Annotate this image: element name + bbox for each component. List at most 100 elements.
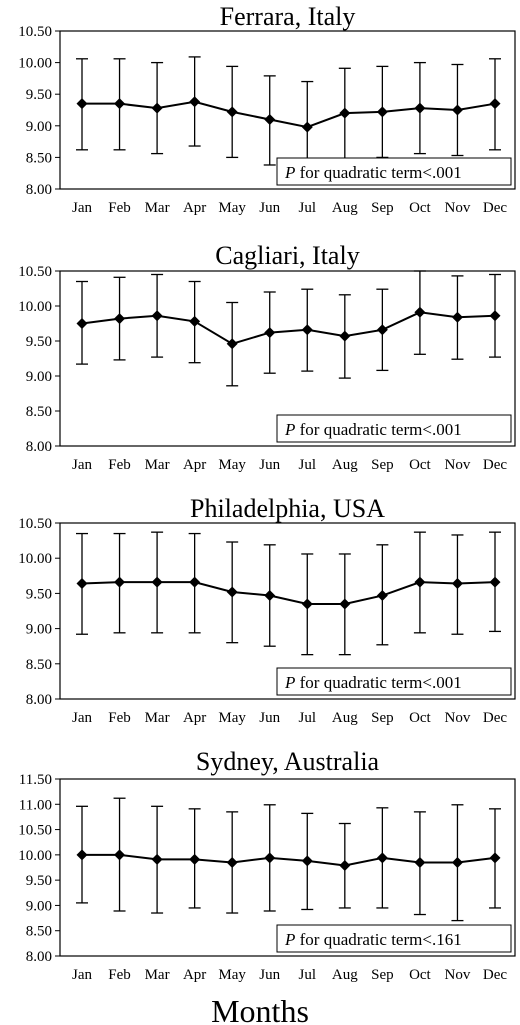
- data-point: [376, 324, 388, 336]
- x-tick-label: Oct: [409, 457, 431, 473]
- x-tick-label: Apr: [183, 457, 206, 473]
- plot-frame: [59, 30, 516, 190]
- y-tick-label: 10.50: [18, 516, 52, 532]
- x-tick-label: May: [218, 710, 246, 726]
- data-point: [489, 576, 501, 588]
- y-tick-label: 8.00: [26, 949, 52, 965]
- x-tick-label: Sep: [371, 710, 394, 726]
- series-line: [82, 853, 496, 867]
- x-tick-label: Feb: [108, 967, 131, 983]
- x-tick-label: Jul: [299, 710, 317, 726]
- data-point: [376, 590, 388, 602]
- data-point: [151, 576, 163, 588]
- chart-title: Sydney, Australia: [196, 747, 380, 776]
- data-point: [489, 852, 501, 864]
- plot-frame: [59, 522, 516, 700]
- x-tick-label: Feb: [108, 457, 131, 473]
- annotation-italic: P: [284, 420, 295, 439]
- x-tick-label: Aug: [332, 710, 358, 726]
- y-tick-label: 9.50: [26, 87, 52, 103]
- x-tick-label: Jul: [299, 200, 317, 216]
- data-point: [189, 96, 201, 108]
- data-point: [189, 576, 201, 588]
- y-tick-label: 10.00: [18, 848, 52, 864]
- data-point: [339, 107, 351, 119]
- y-tick-label: 11.50: [19, 772, 52, 788]
- x-tick-label: Aug: [332, 457, 358, 473]
- y-tick-label: 9.50: [26, 334, 52, 350]
- x-tick-label: Jun: [259, 457, 280, 473]
- y-tick-label: 11.00: [19, 797, 52, 813]
- x-tick-label: Jan: [72, 710, 92, 726]
- x-tick-label: Dec: [483, 967, 507, 983]
- data-point: [451, 311, 463, 323]
- annotation-rest: for quadratic term<.001: [295, 420, 461, 439]
- x-tick-label: Oct: [409, 200, 431, 216]
- data-point: [76, 578, 88, 590]
- x-tick-label: Oct: [409, 967, 431, 983]
- series-line: [81, 581, 496, 605]
- x-tick-label: Sep: [371, 967, 394, 983]
- series-line: [82, 100, 496, 129]
- data-point: [489, 310, 501, 322]
- annotation-italic: P: [284, 163, 295, 182]
- plot-frame: [59, 270, 516, 447]
- x-tick-label: Jan: [72, 457, 92, 473]
- data-point: [264, 327, 276, 339]
- y-tick-label: 8.00: [26, 439, 52, 455]
- y-tick-label: 8.50: [26, 924, 52, 940]
- x-tick-label: Mar: [145, 710, 170, 726]
- x-tick-label: Mar: [145, 200, 170, 216]
- data-point: [339, 598, 351, 610]
- data-point: [301, 324, 313, 336]
- x-tick-label: Jul: [299, 457, 317, 473]
- annotation-rest: for quadratic term<.001: [295, 673, 461, 692]
- data-point: [339, 330, 351, 342]
- chart-panel-sydney: Sydney, Australia 8.00 8.50 9.00 9.50 10.00 1…: [18, 747, 516, 983]
- annotation-text: P for quadratic term<.001: [284, 420, 462, 439]
- data-point: [114, 576, 126, 588]
- x-tick-label: Oct: [409, 710, 431, 726]
- chart-panel-philadelphia: Philadelphia, USA 8.00 8.50 9.00 9.50 10.00 1…: [18, 494, 516, 726]
- data-point: [451, 578, 463, 590]
- x-tick-label: Jun: [259, 200, 280, 216]
- data-point: [489, 98, 501, 110]
- x-tick-label: Apr: [183, 967, 206, 983]
- x-tick-label: Jun: [259, 710, 280, 726]
- x-tick-label: Nov: [445, 967, 471, 983]
- data-point: [226, 856, 238, 868]
- x-tick-label: May: [218, 967, 246, 983]
- data-point: [151, 853, 163, 865]
- annotation-italic: P: [284, 673, 295, 692]
- chart-panel-ferrara: Ferrara, Italy 8.00 8.50 9.00 9.50 10.00 10.5…: [18, 2, 516, 216]
- data-point: [151, 310, 163, 322]
- data-point: [301, 855, 313, 867]
- x-tick-label: Jun: [259, 967, 280, 983]
- data-point: [414, 856, 426, 868]
- data-point: [451, 856, 463, 868]
- series-line: [81, 311, 496, 345]
- x-tick-label: Jul: [299, 967, 317, 983]
- data-point: [414, 102, 426, 114]
- y-tick-label: 9.50: [26, 873, 52, 889]
- x-tick-label: Jan: [72, 200, 92, 216]
- y-tick-label: 8.00: [26, 182, 52, 198]
- y-tick-label: 8.50: [26, 404, 52, 420]
- y-tick-label: 10.00: [18, 299, 52, 315]
- x-tick-label: Sep: [371, 457, 394, 473]
- y-tick-label: 10.00: [18, 56, 52, 72]
- data-point: [114, 98, 126, 110]
- data-point: [301, 121, 313, 133]
- data-point: [151, 102, 163, 114]
- data-point: [376, 106, 388, 118]
- data-point: [114, 849, 126, 861]
- data-point: [339, 859, 351, 871]
- data-point: [376, 852, 388, 864]
- x-tick-label: Sep: [371, 200, 394, 216]
- data-point: [264, 590, 276, 602]
- y-tick-label: 8.50: [26, 657, 52, 673]
- y-tick-label: 8.50: [26, 150, 52, 166]
- data-point: [414, 576, 426, 588]
- chart-panel-cagliari: Cagliari, Italy 8.00 8.50 9.00 9.50 10.00 10.…: [18, 241, 516, 473]
